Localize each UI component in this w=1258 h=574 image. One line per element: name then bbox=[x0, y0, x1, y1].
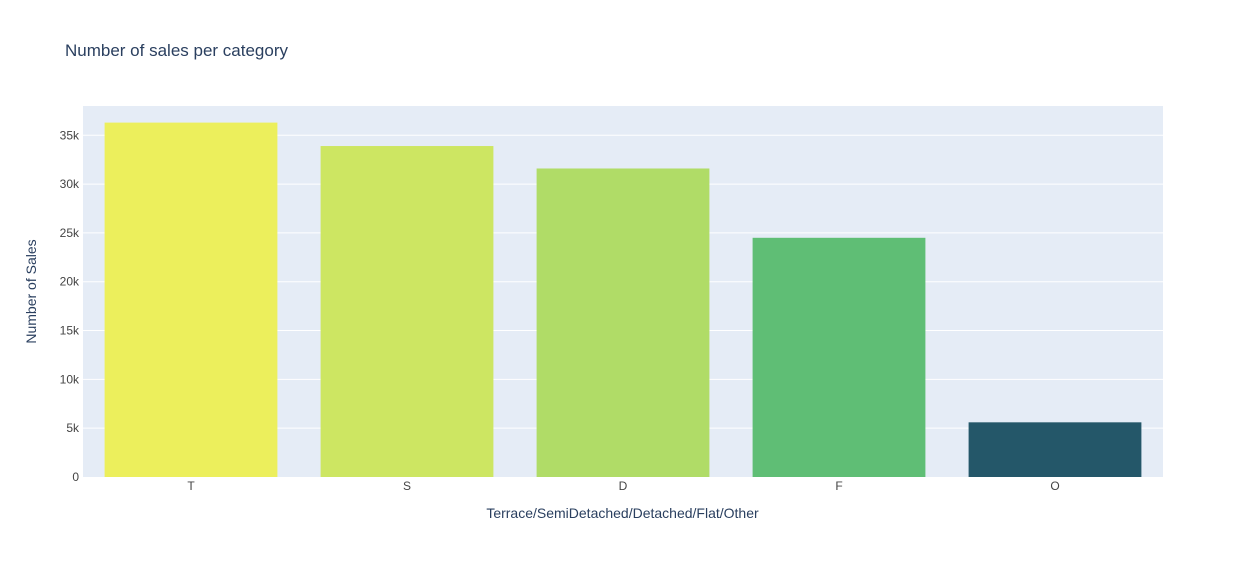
y-tick-label: 20k bbox=[60, 275, 80, 289]
bars bbox=[104, 122, 1142, 478]
y-axis-ticks: 0 5k 10k 15k 20k 25k 30k 35k bbox=[60, 128, 80, 484]
y-tick-label: 30k bbox=[60, 177, 80, 191]
bar-f[interactable] bbox=[752, 237, 926, 477]
y-axis-title: Number of Sales bbox=[23, 239, 39, 343]
bar-o[interactable] bbox=[968, 422, 1142, 477]
bar-s[interactable] bbox=[320, 146, 494, 478]
y-tick-label: 15k bbox=[60, 324, 80, 338]
x-tick-label: O bbox=[1050, 479, 1059, 493]
chart-title: Number of sales per category bbox=[65, 41, 288, 60]
x-tick-label: D bbox=[619, 479, 628, 493]
y-tick-label: 35k bbox=[60, 128, 80, 142]
y-tick-label: 5k bbox=[66, 421, 80, 435]
x-tick-label: F bbox=[835, 479, 842, 493]
x-axis-title: Terrace/SemiDetached/Detached/Flat/Other bbox=[486, 505, 759, 521]
x-tick-label: T bbox=[187, 479, 195, 493]
y-tick-label: 10k bbox=[60, 372, 80, 386]
bar-t[interactable] bbox=[104, 122, 278, 478]
y-tick-label: 25k bbox=[60, 226, 80, 240]
y-tick-label: 0 bbox=[72, 470, 79, 484]
x-tick-label: S bbox=[403, 479, 411, 493]
bar-d[interactable] bbox=[536, 168, 710, 478]
